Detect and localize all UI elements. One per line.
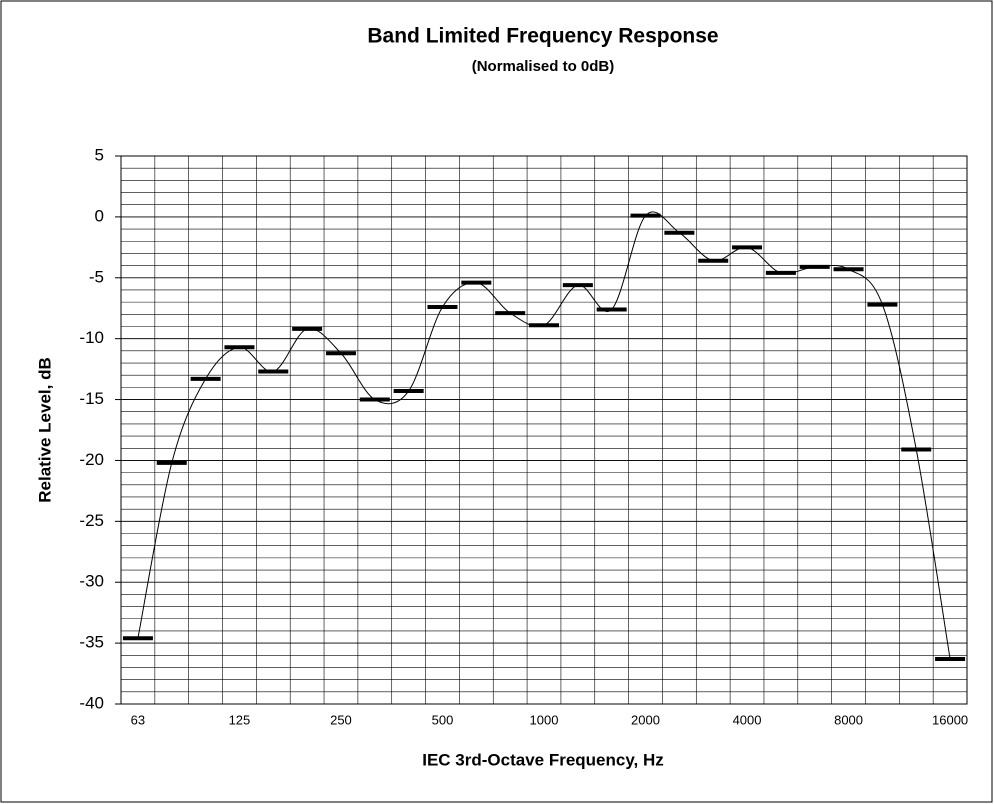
x-tick-label: 4000 [733,712,762,727]
plot-area [120,155,968,705]
y-tick-label: -20 [79,450,104,469]
y-tick-label: -30 [79,572,104,591]
chart-subtitle: (Normalised to 0dB) [472,58,615,75]
y-tick-label: -35 [79,633,104,652]
y-tick-label: -5 [89,267,104,286]
chart-title: Band Limited Frequency Response [367,25,718,48]
x-tick-label: 125 [229,712,251,727]
x-tick-label: 16000 [932,712,968,727]
x-tick-label: 500 [432,712,454,727]
y-tick-label: -15 [79,389,104,408]
y-tick-label: -40 [79,693,104,712]
y-tick-label: -10 [79,328,104,347]
response-curve [137,211,951,660]
y-tick-label: 5 [95,145,104,164]
x-axis-label: IEC 3rd-Octave Frequency, Hz [422,750,664,769]
y-tick-label: -25 [79,511,104,530]
x-tick-label: 63 [131,712,145,727]
x-tick-label: 1000 [530,712,559,727]
x-tick-label: 8000 [834,712,863,727]
x-tick-label: 250 [330,712,352,727]
y-tick-label: 0 [95,206,104,225]
x-tick-label: 2000 [631,712,660,727]
y-axis-label: Relative Level, dB [35,357,54,503]
